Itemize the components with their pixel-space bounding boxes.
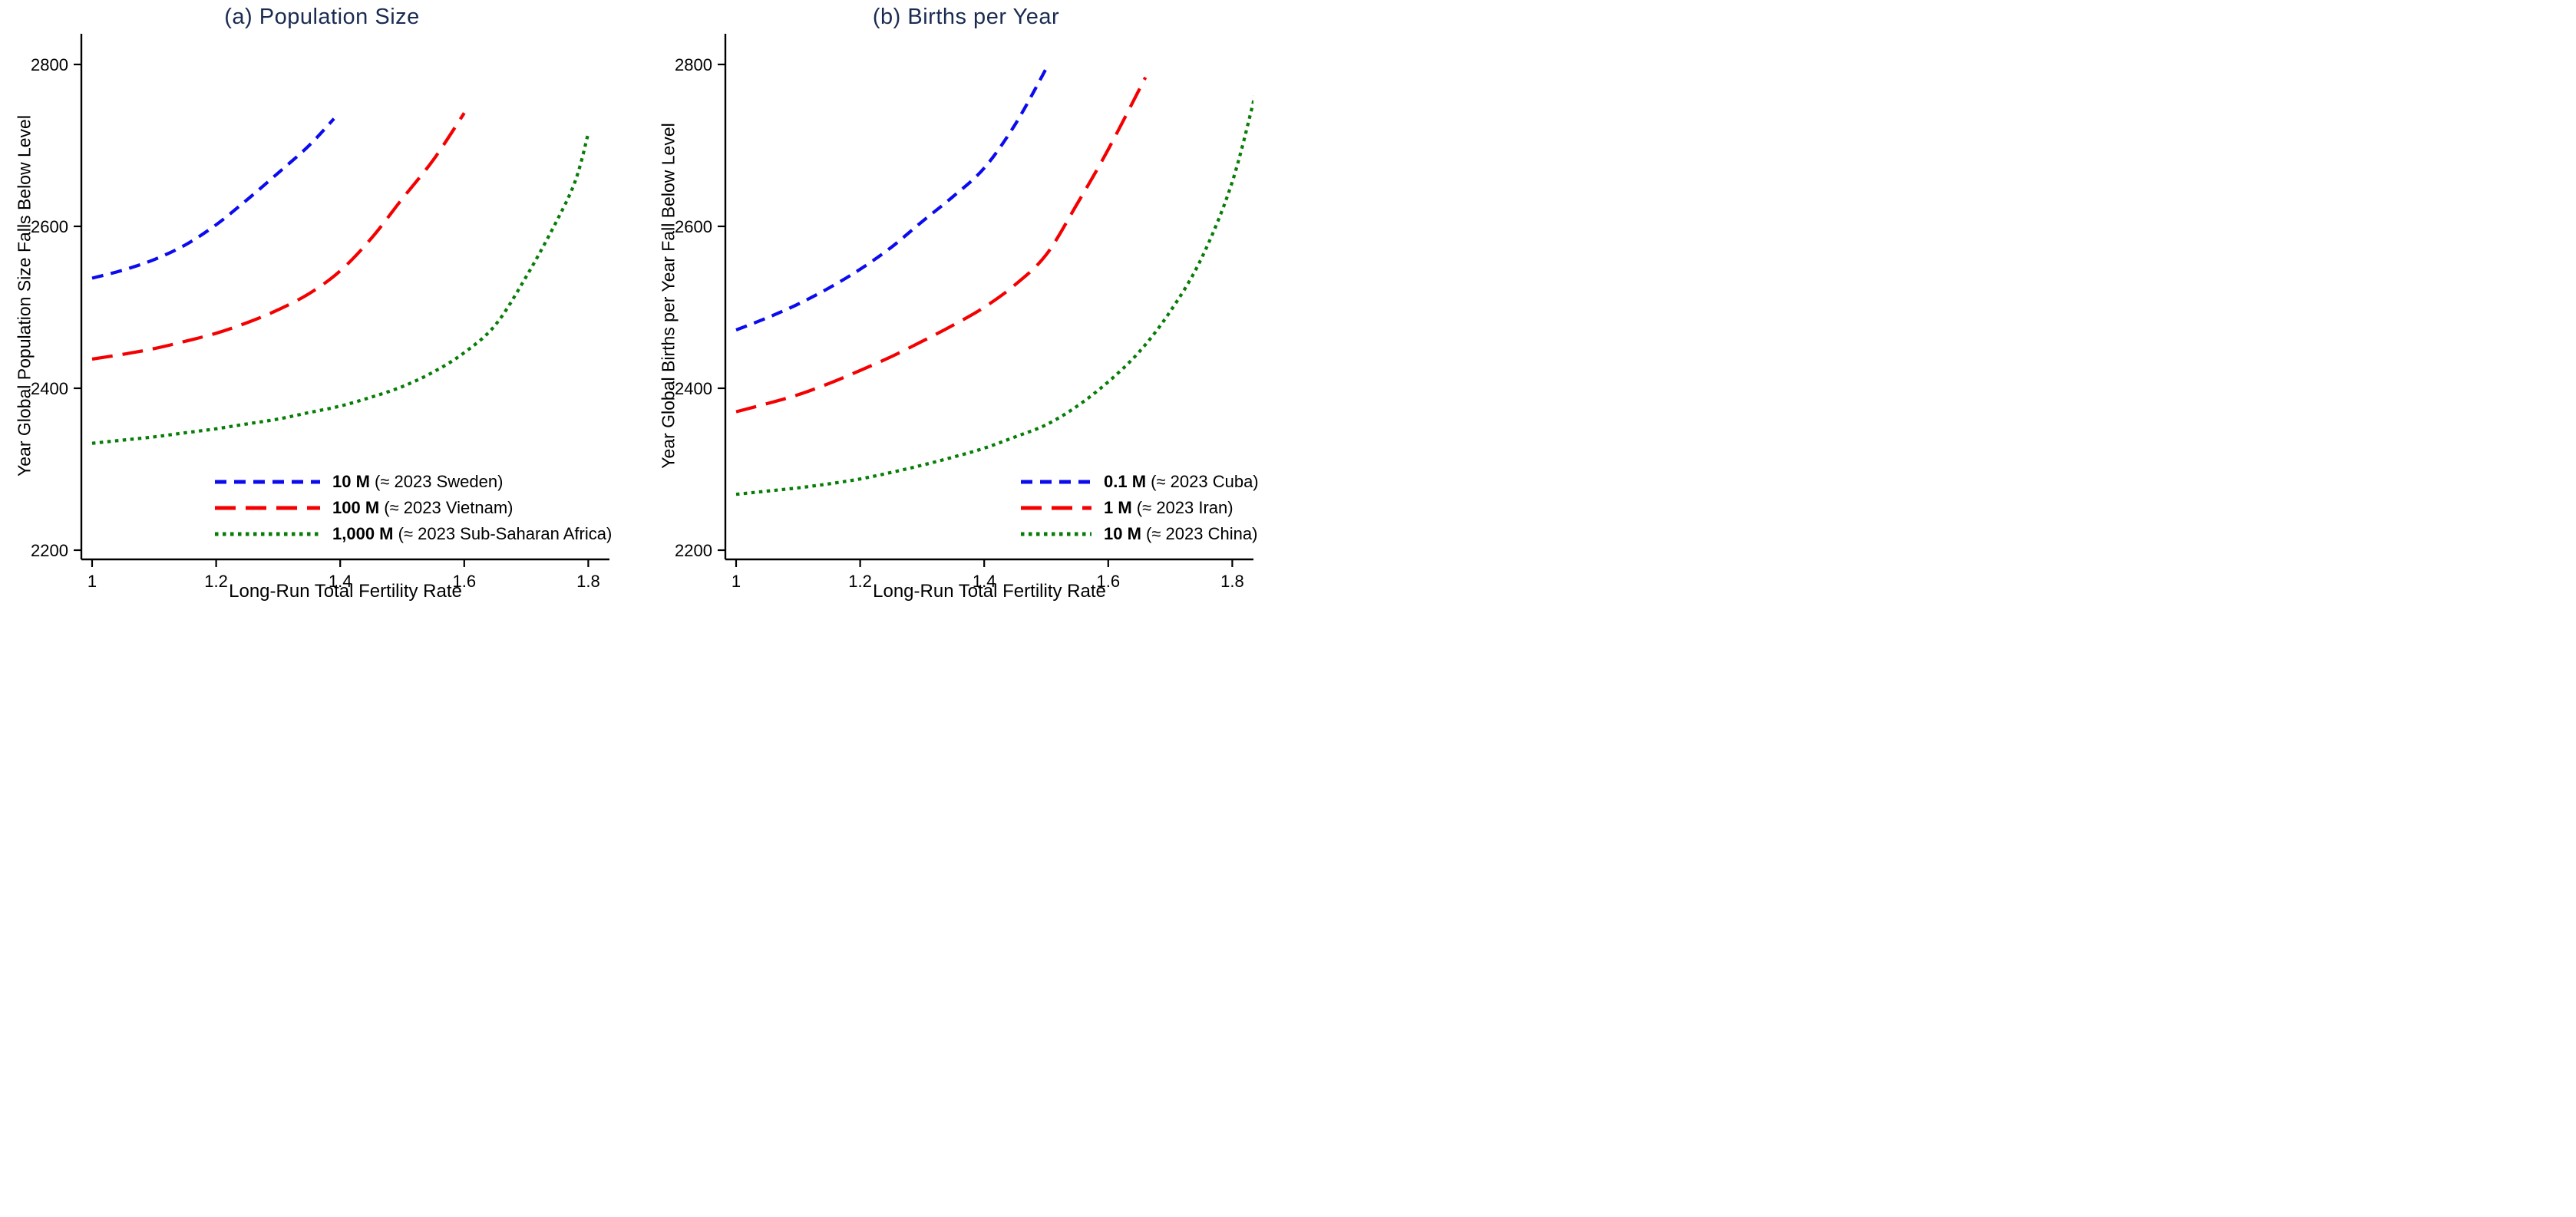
legend-item: 10 M (≈ 2023 Sweden): [215, 470, 503, 493]
legend-swatch-medium-dash-icon: [215, 480, 320, 484]
legend-label: 1,000 M (≈ 2023 Sub-Saharan Africa): [332, 524, 613, 543]
series-curve-dot: [735, 94, 1253, 496]
x-tick-label: 1.4: [973, 572, 996, 591]
x-tick-label: 1.2: [848, 572, 872, 591]
series-curve-dot: [91, 133, 590, 445]
x-tick-label: 1.6: [453, 572, 477, 591]
legend-item: 1,000 M (≈ 2023 Sub-Saharan Africa): [215, 523, 612, 546]
x-tick-label: 1.6: [1097, 572, 1121, 591]
series-curve-long-dash: [735, 76, 1148, 414]
x-tick-label: 1.2: [204, 572, 228, 591]
chart-canvas-a: 1 1.2 1.4 1.6 1.8 2200 2400 2600 2800: [31, 34, 609, 591]
x-tick-label: 1: [732, 572, 741, 591]
y-tick-label: 2200: [31, 541, 68, 560]
legend-swatch-long-dash-icon: [1021, 506, 1091, 510]
x-tick-label: 1.4: [329, 572, 352, 591]
legend-label: 1 M (≈ 2023 Iran): [1104, 498, 1234, 517]
x-tick-label: 1.8: [1220, 572, 1244, 591]
legend-label: 0.1 M (≈ 2023 Cuba): [1104, 472, 1259, 491]
dual-line-chart-figure: (a) Population Size Year Global Populati…: [0, 0, 1288, 608]
legend-item: 100 M (≈ 2023 Vietnam): [215, 496, 513, 519]
x-axis-label-a: Long-Run Total Fertility Rate: [229, 581, 462, 602]
legend-item: 1 M (≈ 2023 Iran): [1021, 496, 1234, 519]
chart-panel-b: (b) Births per Year Year Global Births p…: [644, 0, 1288, 608]
series-curve-medium-dash: [91, 117, 335, 280]
y-tick-label: 2600: [675, 217, 712, 236]
legend-swatch-medium-dash-icon: [1021, 480, 1091, 484]
legend-item: 0.1 M (≈ 2023 Cuba): [1021, 470, 1259, 493]
legend-swatch-long-dash-icon: [215, 506, 320, 510]
legend-item: 10 M (≈ 2023 China): [1021, 523, 1257, 546]
x-tick-label: 1: [88, 572, 97, 591]
y-tick-label: 2400: [675, 379, 712, 398]
legend-label: 100 M (≈ 2023 Vietnam): [332, 498, 514, 517]
legend-swatch-dot-icon: [1021, 532, 1091, 536]
y-tick-label: 2800: [31, 55, 68, 74]
legend-label: 10 M (≈ 2023 China): [1104, 524, 1258, 543]
legend-swatch-dot-icon: [215, 532, 320, 536]
x-axis-label-b: Long-Run Total Fertility Rate: [873, 581, 1106, 602]
series-curve-medium-dash: [735, 68, 1048, 331]
chart-panel-a: (a) Population Size Year Global Populati…: [0, 0, 644, 608]
y-tick-label: 2400: [31, 379, 68, 398]
chart-title-a: (a) Population Size: [224, 5, 420, 29]
chart-canvas-b: 1 1.2 1.4 1.6 1.8 2200 2400 2600 2800: [675, 34, 1253, 591]
legend-label: 10 M (≈ 2023 Sweden): [332, 472, 504, 491]
y-tick-label: 2600: [31, 217, 68, 236]
series-curve-long-dash: [91, 112, 466, 361]
chart-title-b: (b) Births per Year: [872, 5, 1060, 29]
y-tick-label: 2800: [675, 55, 712, 74]
y-tick-label: 2200: [675, 541, 712, 560]
x-tick-label: 1.8: [576, 572, 600, 591]
